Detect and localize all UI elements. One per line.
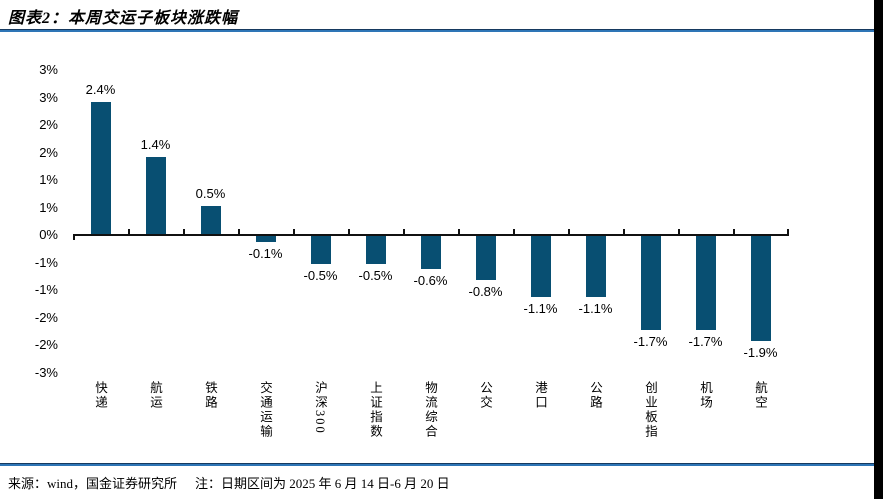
bar xyxy=(90,102,111,234)
category-label: 交通运输 xyxy=(238,381,293,439)
bar-value-label: 1.4% xyxy=(140,137,171,152)
bar xyxy=(530,236,551,297)
y-axis-label: -1% xyxy=(34,282,58,297)
y-axis-label: 2% xyxy=(39,117,58,132)
category-label-text: 上证指数 xyxy=(368,381,382,439)
category-label-text: 航运 xyxy=(148,381,162,410)
y-axis: 3% 3% 2% 2% 1% 1% 0% -1% -1% -2% -2% -3% xyxy=(0,0,58,430)
bar-value-label: -0.1% xyxy=(248,246,283,261)
y-axis-label: 3% xyxy=(39,62,58,77)
category-label-text: 沪深300 xyxy=(313,381,327,435)
category-label: 上证指数 xyxy=(348,381,403,439)
category-label-text: 创业板指 xyxy=(643,381,657,439)
title-underline xyxy=(0,29,874,32)
bar-value-label: -1.1% xyxy=(523,301,558,316)
category-label-text: 快递 xyxy=(93,381,107,410)
category-label: 创业板指 xyxy=(623,381,678,439)
x-axis-tick xyxy=(293,229,295,234)
bar-value-label: -0.5% xyxy=(303,268,338,283)
y-axis-label: -2% xyxy=(34,309,58,325)
bar xyxy=(310,236,331,264)
bar xyxy=(145,157,166,234)
y-axis-label: -2% xyxy=(34,337,58,352)
bar xyxy=(365,236,386,264)
chart-title: 图表2：本周交运子板块涨跌幅 xyxy=(8,10,239,27)
x-axis-tick xyxy=(623,229,625,234)
x-axis-tick xyxy=(458,229,460,234)
category-label: 公交 xyxy=(458,381,513,410)
category-label: 沪深300 xyxy=(293,381,348,435)
category-label: 物流综合 xyxy=(403,381,458,439)
bar-value-label: -0.8% xyxy=(468,284,503,299)
category-label-text: 物流综合 xyxy=(423,381,437,439)
category-label: 铁路 xyxy=(183,381,238,410)
bar-value-label: -0.5% xyxy=(358,268,393,283)
footer-note: 注：日期区间为 2025 年 6 月 14 日-6 月 20 日 xyxy=(195,476,450,491)
bar xyxy=(585,236,606,297)
bar xyxy=(750,236,771,341)
x-axis-tick xyxy=(128,229,130,234)
x-axis-tick xyxy=(183,229,185,234)
x-axis-line xyxy=(73,234,789,236)
y-axis-label: 1% xyxy=(39,172,58,187)
y-axis-label: 3% xyxy=(39,89,58,105)
footer-divider xyxy=(0,463,874,466)
x-axis-tick xyxy=(513,229,515,234)
bar xyxy=(695,236,716,330)
category-label-text: 港口 xyxy=(533,381,547,410)
y-axis-label: 1% xyxy=(39,199,58,215)
bar-value-label: -0.6% xyxy=(413,273,448,288)
category-label: 公路 xyxy=(568,381,623,410)
category-label-text: 公路 xyxy=(588,381,602,410)
x-axis-tick xyxy=(238,229,240,234)
bar-value-label: 2.4% xyxy=(85,82,116,97)
x-axis-tick xyxy=(733,229,735,234)
footer-source: 来源：wind，国金证券研究所 xyxy=(8,476,178,491)
category-label: 航运 xyxy=(128,381,183,410)
x-axis-tick xyxy=(678,229,680,234)
bar-value-label: -1.7% xyxy=(688,334,723,349)
x-axis-tick xyxy=(568,229,570,234)
y-axis-label: 2% xyxy=(39,144,58,160)
x-axis-tick xyxy=(787,229,789,234)
bar-value-label: -1.1% xyxy=(578,301,613,316)
y-axis-label: -3% xyxy=(34,364,58,380)
bar xyxy=(640,236,661,330)
bar xyxy=(475,236,496,280)
bar-value-label: 0.5% xyxy=(195,186,226,201)
x-axis-tick xyxy=(403,229,405,234)
category-label-text: 机场 xyxy=(698,381,712,410)
bar-value-label: -1.7% xyxy=(633,334,668,349)
x-axis-tick xyxy=(73,236,75,240)
category-label-text: 铁路 xyxy=(203,381,217,410)
category-label: 机场 xyxy=(678,381,733,410)
category-label-text: 航空 xyxy=(753,381,767,410)
bar-value-label: -1.9% xyxy=(743,345,778,360)
footer: 来源：wind，国金证券研究所 注：日期区间为 2025 年 6 月 14 日-6… xyxy=(8,473,450,492)
x-axis-tick xyxy=(348,229,350,234)
bar xyxy=(420,236,441,269)
y-axis-label: 0% xyxy=(39,227,58,242)
y-axis-label: -1% xyxy=(34,254,58,270)
category-label: 航空 xyxy=(733,381,788,410)
bar xyxy=(255,236,276,242)
bar xyxy=(200,206,221,234)
category-label: 快递 xyxy=(73,381,128,410)
category-label-text: 交通运输 xyxy=(258,381,272,439)
category-label: 港口 xyxy=(513,381,568,410)
category-label-text: 公交 xyxy=(478,381,492,410)
plot-area: 2.4% 快递 1.4% 航运 0.5% 铁路 -0.1% 交通运输 -0.5% 沪深300 -0.… xyxy=(73,68,789,458)
page-right-edge xyxy=(874,0,883,499)
